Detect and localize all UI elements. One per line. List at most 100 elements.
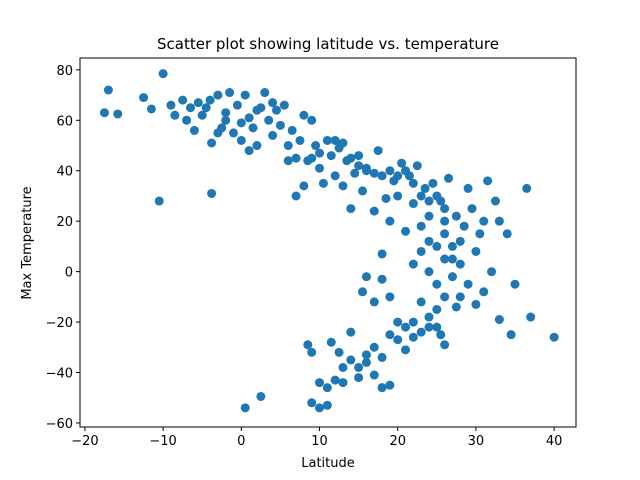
point — [354, 362, 364, 372]
point — [424, 267, 434, 277]
point — [428, 178, 438, 188]
point — [440, 340, 450, 350]
point — [393, 171, 403, 181]
point — [369, 297, 379, 307]
point — [279, 100, 289, 110]
point — [99, 108, 109, 118]
point — [424, 322, 434, 332]
point — [307, 398, 317, 408]
point — [354, 161, 364, 171]
point — [416, 191, 426, 201]
point — [455, 259, 465, 269]
point — [330, 171, 340, 181]
point — [479, 216, 489, 226]
point — [244, 113, 254, 123]
point — [291, 153, 301, 163]
point — [346, 327, 356, 337]
point — [416, 327, 426, 337]
point — [369, 168, 379, 178]
point — [479, 287, 489, 297]
point — [189, 125, 199, 135]
point — [502, 229, 512, 239]
point — [416, 246, 426, 256]
point — [260, 88, 270, 98]
point — [377, 352, 387, 362]
point — [408, 317, 418, 327]
point — [318, 178, 328, 188]
point — [369, 370, 379, 380]
point — [385, 330, 395, 340]
point — [526, 312, 536, 322]
point — [139, 93, 149, 103]
point — [381, 193, 391, 203]
point — [451, 211, 461, 221]
x-tick-label: 0 — [237, 434, 245, 449]
point — [494, 315, 504, 325]
x-tick-label: −20 — [71, 434, 98, 449]
point — [432, 279, 442, 289]
point — [397, 158, 407, 168]
point — [436, 330, 446, 340]
point — [207, 138, 217, 148]
y-tick-label: −20 — [46, 316, 73, 331]
point — [393, 335, 403, 345]
point — [440, 216, 450, 226]
point — [401, 322, 411, 332]
point — [256, 391, 266, 401]
point — [385, 380, 395, 390]
point — [330, 375, 340, 385]
point — [268, 130, 278, 140]
point — [432, 241, 442, 251]
point — [252, 105, 262, 115]
point — [283, 156, 293, 166]
point — [338, 138, 348, 148]
point — [244, 146, 254, 156]
point — [408, 332, 418, 342]
point — [272, 105, 282, 115]
x-tick-label: −10 — [149, 434, 176, 449]
y-axis-label: Max Temperature — [20, 186, 35, 299]
point — [178, 95, 188, 105]
point — [424, 211, 434, 221]
point — [377, 274, 387, 284]
point — [354, 373, 364, 383]
point — [315, 403, 325, 413]
point — [471, 246, 481, 256]
point — [322, 135, 332, 145]
point — [236, 118, 246, 128]
point — [154, 196, 164, 206]
point — [475, 229, 485, 239]
point — [432, 322, 442, 332]
point — [463, 279, 473, 289]
chart-title: Scatter plot showing latitude vs. temper… — [157, 35, 499, 53]
point — [205, 95, 215, 105]
point — [291, 191, 301, 201]
point — [307, 347, 317, 357]
point — [311, 141, 321, 151]
point — [264, 115, 274, 125]
point — [416, 297, 426, 307]
point — [201, 103, 211, 113]
point — [369, 342, 379, 352]
point — [330, 135, 340, 145]
point — [275, 120, 285, 130]
point — [373, 146, 383, 156]
point — [232, 100, 242, 110]
y-tick-label: 80 — [56, 64, 73, 79]
y-tick-label: −40 — [46, 367, 73, 382]
y-tick-label: 60 — [56, 114, 73, 129]
point — [408, 199, 418, 209]
point — [252, 141, 262, 151]
point — [483, 176, 493, 186]
point — [522, 183, 532, 193]
point — [506, 330, 516, 340]
y-tick-label: −60 — [46, 417, 73, 432]
x-tick-label: 10 — [311, 434, 328, 449]
point — [377, 249, 387, 259]
point — [510, 279, 520, 289]
point — [221, 115, 231, 125]
point — [322, 400, 332, 410]
point — [166, 100, 176, 110]
